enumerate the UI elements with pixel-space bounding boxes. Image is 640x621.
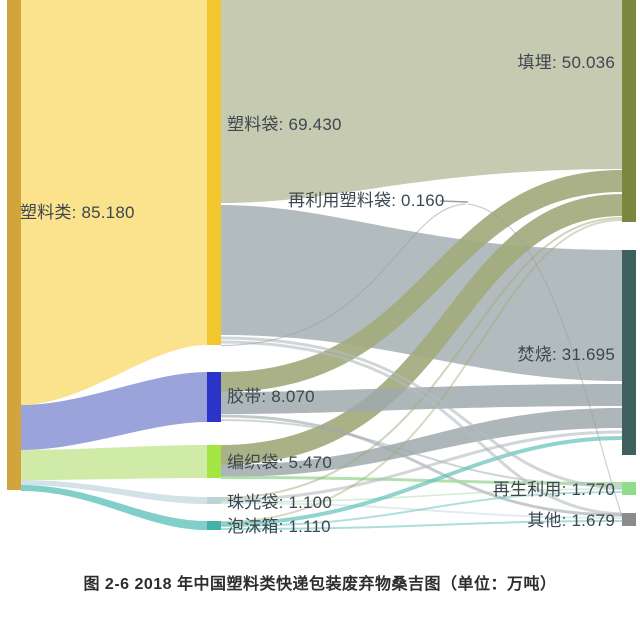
node-tape[interactable]	[207, 372, 221, 422]
flow-tape-to-other[interactable]	[220, 414, 623, 517]
flow-bag-to-other[interactable]	[220, 340, 623, 516]
node-label-foam: 泡沫箱: 1.110	[227, 517, 331, 536]
node-label-landfill: 填埋: 50.036	[517, 53, 615, 72]
node-plastics[interactable]	[7, 0, 21, 490]
flow-plastics-to-pearl[interactable]	[21, 480, 207, 504]
node-bag[interactable]	[207, 0, 221, 345]
flow-pearl-to-incinerate[interactable]	[220, 430, 623, 502]
flow-plastics-to-tape[interactable]	[21, 372, 207, 450]
node-label-pearl: 珠光袋: 1.100	[227, 493, 332, 512]
flow-bag-to-landfill[interactable]	[221, 0, 622, 203]
reuse-bag-leader-line	[439, 200, 469, 203]
flow-bag-to-recycle[interactable]	[220, 336, 623, 490]
node-label-other: 其他: 1.679	[527, 511, 615, 530]
flow-plastics-to-woven[interactable]	[21, 445, 207, 480]
flow-foam-to-other[interactable]	[220, 520, 623, 530]
flow-pearl-to-other[interactable]	[220, 502, 623, 519]
node-label-plastics: 塑料类: 85.180	[20, 203, 135, 222]
node-recycle[interactable]	[622, 482, 636, 495]
node-label-incinerate: 焚烧: 31.695	[517, 345, 615, 364]
flow-woven-to-incinerate[interactable]	[221, 408, 622, 477]
flow-foam-to-landfill[interactable]	[220, 219, 623, 523]
flow-bag-to-reuse-bag[interactable]	[220, 203, 467, 347]
flow-plastics-to-foam[interactable]	[21, 485, 207, 530]
flow-pearl-to-recycle[interactable]	[220, 488, 623, 503]
flow-pearl-to-landfill[interactable]	[220, 217, 623, 499]
node-pearl[interactable]	[207, 497, 221, 504]
node-label-reuse-bag: 再利用塑料袋: 0.160	[288, 191, 445, 210]
flow-plastics-to-bag[interactable]	[21, 0, 207, 405]
flow-foam-to-incinerate[interactable]	[220, 436, 623, 526]
flow-reuse-bag-to-other[interactable]	[467, 203, 623, 518]
node-label-woven: 编织袋: 5.470	[227, 453, 332, 472]
flow-tape-to-landfill[interactable]	[221, 170, 622, 392]
sankey-canvas	[7, 0, 636, 530]
node-label-bag: 塑料袋: 69.430	[227, 115, 342, 134]
node-landfill[interactable]	[622, 0, 636, 222]
node-woven[interactable]	[207, 445, 221, 478]
node-label-tape: 胶带: 8.070	[227, 387, 315, 406]
node-label-recycle: 再生利用: 1.770	[492, 480, 615, 499]
node-foam[interactable]	[207, 521, 221, 530]
flow-foam-to-recycle[interactable]	[220, 491, 623, 527]
node-other[interactable]	[622, 513, 636, 526]
flow-woven-to-landfill[interactable]	[221, 194, 622, 465]
figure-caption: 图 2-6 2018 年中国塑料类快递包装废弃物桑吉图（单位：万吨）	[83, 576, 557, 593]
node-incinerate[interactable]	[622, 250, 636, 455]
